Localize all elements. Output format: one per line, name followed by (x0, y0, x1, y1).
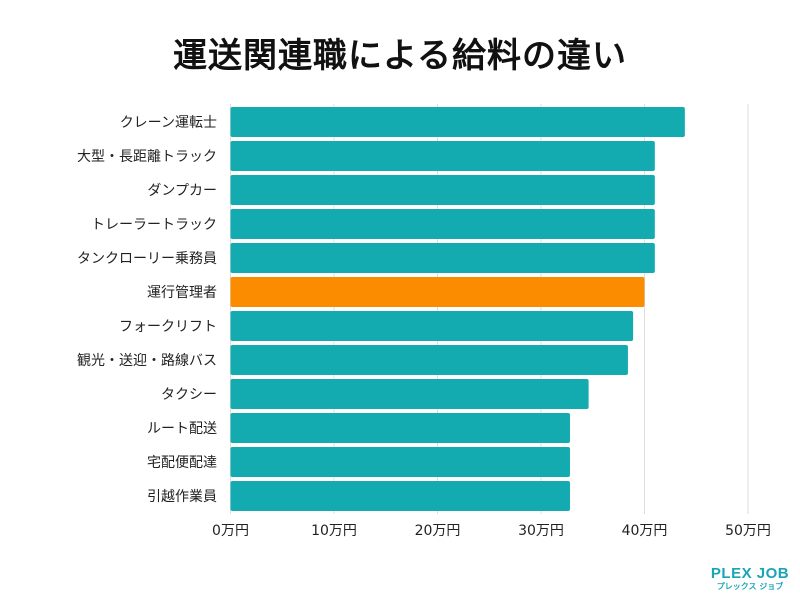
y-category-label: トレーラートラック (91, 217, 217, 233)
y-category-label: フォークリフト (119, 319, 217, 335)
chart-title: 運送関連職による給料の違い (173, 36, 627, 76)
logo-sub-text: プレックス ジョブ (716, 582, 784, 591)
bar (230, 141, 655, 171)
bar (230, 481, 570, 511)
x-tick-label: 10万円 (311, 523, 357, 539)
bar (230, 447, 570, 477)
logo-main-text: PLEX JOB (710, 565, 790, 582)
y-category-label: ルート配送 (147, 421, 217, 437)
bar (230, 413, 570, 443)
bar (230, 243, 655, 273)
y-category-label: 大型・長距離トラック (77, 148, 217, 165)
bar (230, 311, 634, 341)
y-category-label: ダンプカー (147, 183, 217, 199)
bar (230, 209, 655, 239)
bar (230, 277, 645, 307)
y-category-label: 運行管理者 (147, 285, 217, 301)
x-tick-label: 0万円 (212, 523, 249, 539)
bar (230, 107, 685, 137)
y-category-label: タクシー (161, 387, 217, 403)
y-category-label: タンクローリー乗務員 (77, 251, 217, 267)
plex-job-logo: PLEX JOB プレックス ジョブ (700, 566, 800, 592)
y-category-label: 引越作業員 (147, 489, 217, 505)
x-tick-label: 20万円 (415, 523, 461, 539)
y-category-label: 観光・送迎・路線バス (77, 352, 217, 369)
bar (230, 379, 589, 409)
x-tick-label: 40万円 (622, 523, 668, 539)
bar (230, 345, 628, 375)
y-category-label: 宅配便配達 (147, 455, 217, 471)
y-category-label: クレーン運転士 (120, 115, 217, 131)
x-tick-label: 50万円 (725, 523, 771, 539)
bar (230, 175, 655, 205)
x-tick-label: 30万円 (518, 523, 564, 539)
